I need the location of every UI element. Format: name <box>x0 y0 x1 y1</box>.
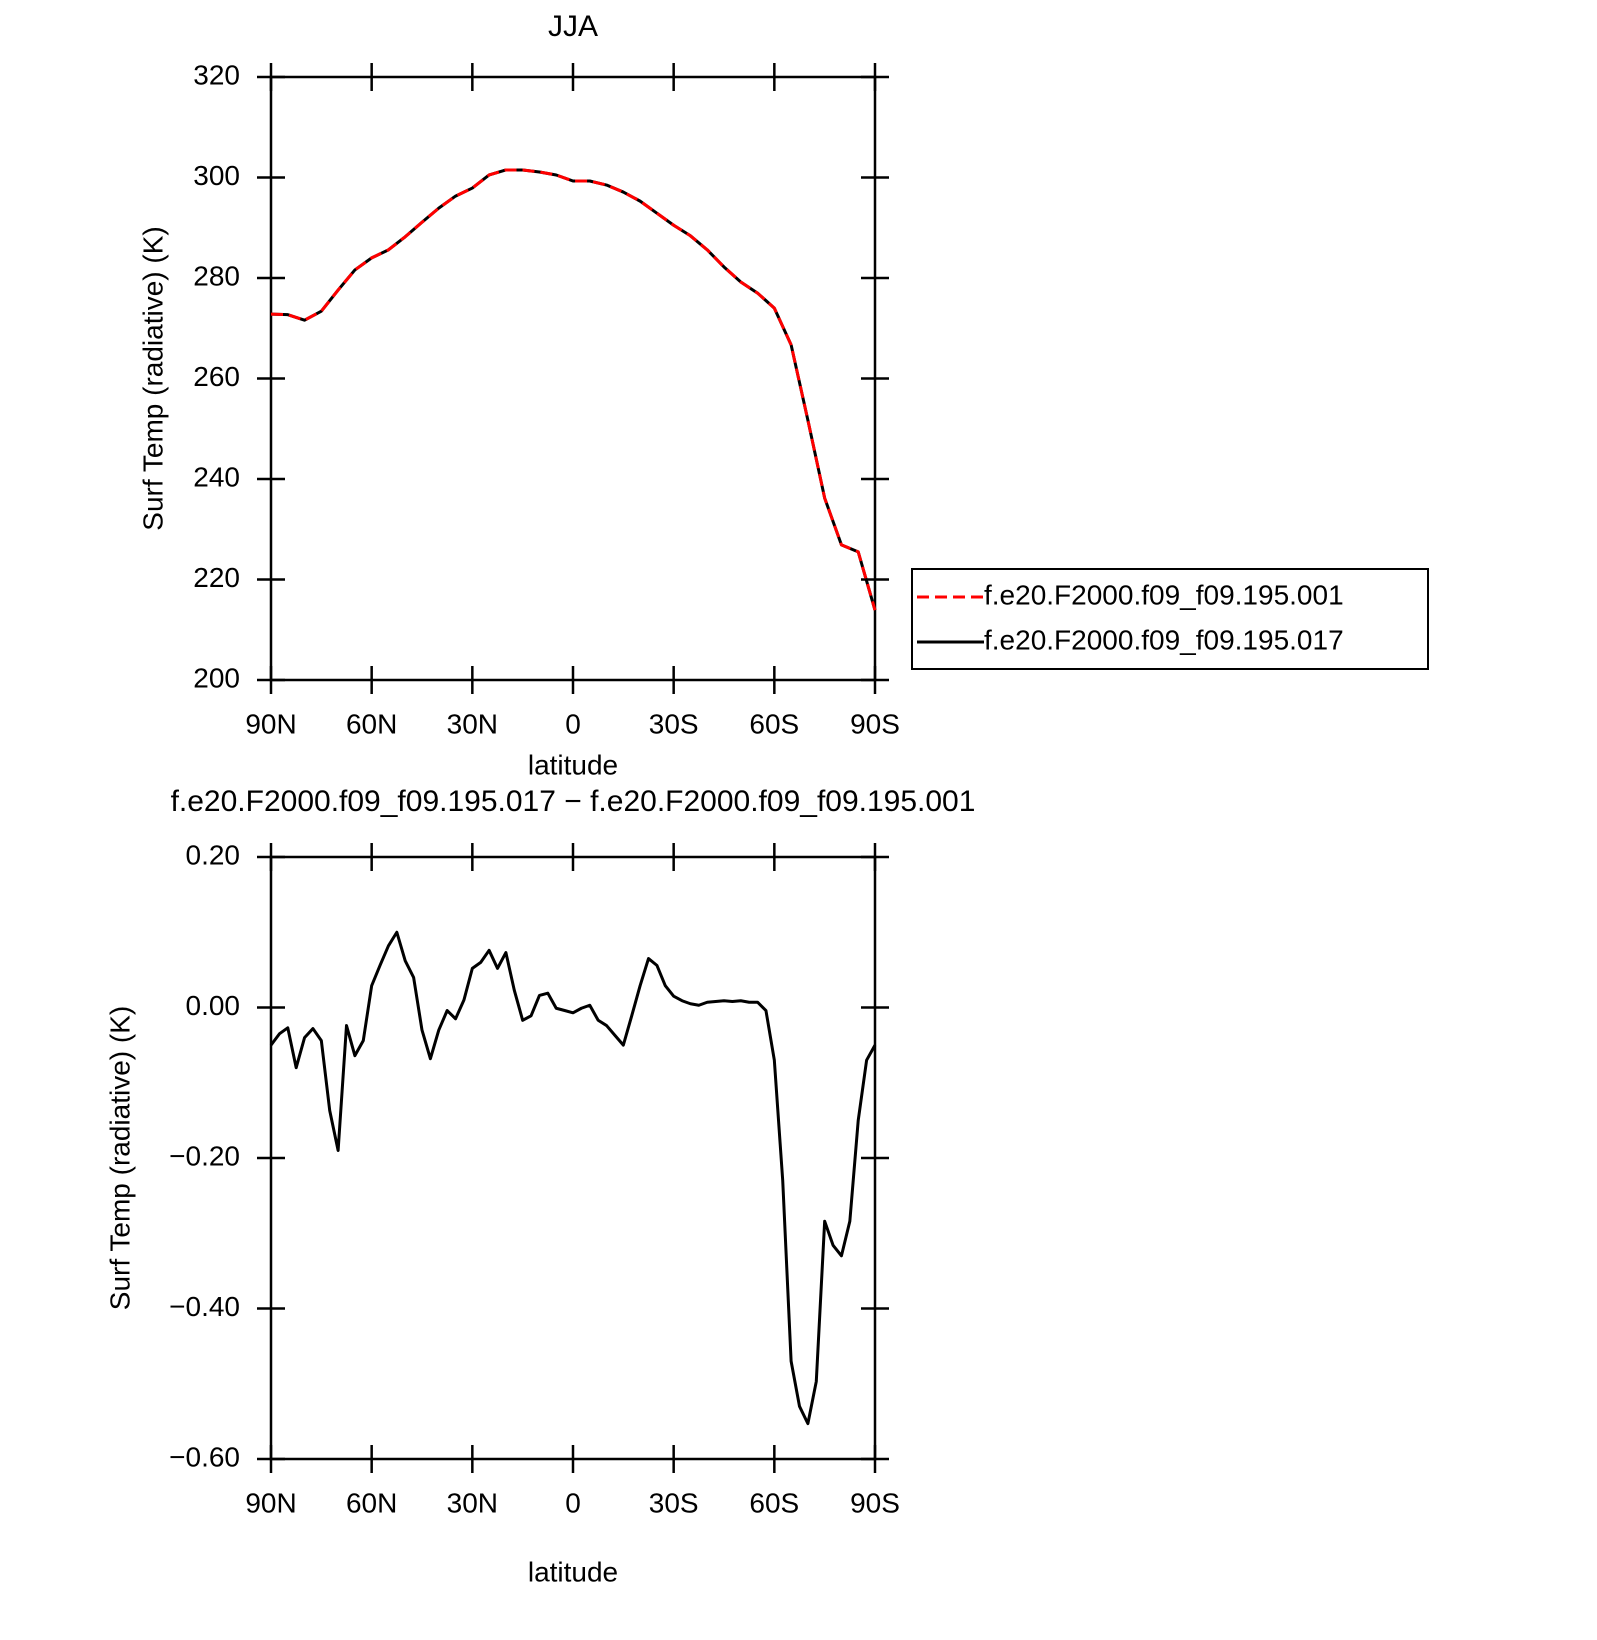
x-tick-label: 60S <box>749 1487 799 1518</box>
x-tick-label: 60N <box>346 708 397 739</box>
series-line <box>270 168 877 611</box>
y-tick-label: −0.20 <box>169 1140 240 1171</box>
x-tick-label: 90N <box>245 708 296 739</box>
y-axis-label: Surf Temp (radiative) (K) <box>137 226 168 530</box>
x-tick-label: 30N <box>447 1487 498 1518</box>
plot-frame <box>269 855 877 1461</box>
x-tick-label: 60S <box>749 708 799 739</box>
chart-title: JJA <box>548 10 598 43</box>
x-tick-label: 30S <box>649 708 699 739</box>
x-tick-label: 90N <box>245 1487 296 1518</box>
series-line <box>270 168 877 611</box>
y-tick-label: 0.00 <box>186 990 241 1021</box>
chart-title: f.e20.F2000.f09_f09.195.017 − f.e20.F200… <box>171 785 976 818</box>
y-tick-label: 260 <box>193 361 240 392</box>
legend-label: f.e20.F2000.f09_f09.195.017 <box>984 624 1344 655</box>
x-tick-label: 90S <box>850 1487 900 1518</box>
x-tick-label: 30S <box>649 1487 699 1518</box>
y-tick-label: 220 <box>193 562 240 593</box>
x-tick-label: 0 <box>565 1487 581 1518</box>
y-tick-label: 280 <box>193 260 240 291</box>
y-tick-label: −0.40 <box>169 1291 240 1322</box>
x-tick-label: 90S <box>850 708 900 739</box>
y-tick-label: 0.20 <box>186 839 241 870</box>
y-tick-label: 300 <box>193 160 240 191</box>
y-tick-label: 320 <box>193 59 240 90</box>
series-line <box>269 930 877 1426</box>
y-tick-label: 240 <box>193 461 240 492</box>
legend-label: f.e20.F2000.f09_f09.195.001 <box>984 579 1344 610</box>
x-tick-label: 60N <box>346 1487 397 1518</box>
x-tick-label: 0 <box>565 708 581 739</box>
y-axis-label: Surf Temp (radiative) (K) <box>104 1006 135 1310</box>
y-tick-label: 200 <box>193 662 240 693</box>
x-axis-label: latitude <box>528 749 618 780</box>
x-tick-label: 30N <box>447 708 498 739</box>
x-axis-label: latitude <box>528 1556 618 1587</box>
legend-box <box>911 568 1429 670</box>
y-tick-label: −0.60 <box>169 1441 240 1472</box>
plot-frame <box>269 75 877 682</box>
